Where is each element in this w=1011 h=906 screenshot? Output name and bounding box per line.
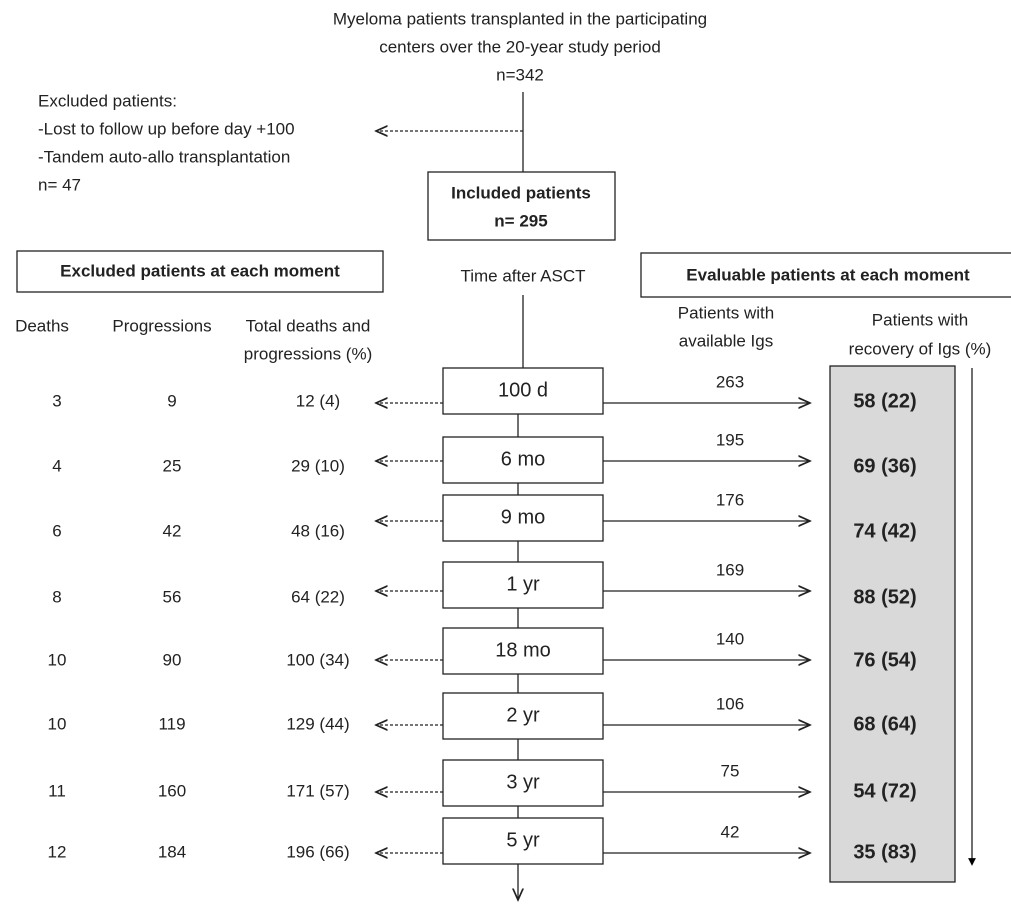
time-box (442, 759, 604, 807)
available: 42 (721, 822, 740, 841)
progressions: 42 (163, 521, 182, 540)
progressions: 160 (158, 781, 186, 800)
time-label: 9 mo (501, 506, 545, 528)
left-header: Excluded patients at each moment (60, 261, 340, 280)
available: 75 (721, 761, 740, 780)
time-label: 18 mo (495, 639, 551, 661)
time-box (442, 817, 604, 865)
recovery: 35 (83) (853, 841, 916, 863)
deaths: 3 (52, 391, 61, 410)
right-header: Evaluable patients at each moment (686, 265, 970, 284)
time-box (442, 692, 604, 740)
available: 195 (716, 430, 744, 449)
time-box (442, 367, 604, 415)
column-header: Deaths (15, 316, 69, 335)
excluded-text: n= 47 (38, 175, 81, 194)
column-header: Progressions (112, 316, 211, 335)
column-header: Patients with (678, 303, 774, 322)
time-label: 5 yr (506, 829, 540, 851)
progressions: 90 (163, 650, 182, 669)
excluded-text: -Tandem auto-allo transplantation (38, 147, 290, 166)
progressions: 184 (158, 842, 186, 861)
deaths: 10 (48, 650, 67, 669)
deaths: 8 (52, 587, 61, 606)
progressions: 9 (167, 391, 176, 410)
time-label: 3 yr (506, 771, 540, 793)
time-label: Time after ASCT (460, 266, 585, 285)
total: 196 (66) (286, 842, 349, 861)
excluded-text: -Lost to follow up before day +100 (38, 119, 295, 138)
available: 140 (716, 629, 744, 648)
left-header-box (16, 250, 384, 293)
included-box (427, 171, 616, 241)
total: 48 (16) (291, 521, 345, 540)
available: 169 (716, 560, 744, 579)
available: 106 (716, 694, 744, 713)
rows: 100 d 3 9 12 (4) 263 58 (22) 6 mo 4 25 29 (10) 195… (48, 367, 917, 865)
top-text: n=342 (496, 65, 544, 84)
deaths: 12 (48, 842, 67, 861)
total: 64 (22) (291, 587, 345, 606)
deaths: 10 (48, 714, 67, 733)
available: 263 (716, 372, 744, 391)
total: 100 (34) (286, 650, 349, 669)
recovery: 88 (52) (853, 586, 916, 608)
time-label: 2 yr (506, 704, 540, 726)
recovery: 54 (72) (853, 780, 916, 802)
highlight-column (829, 365, 956, 883)
time-label: 100 d (498, 379, 548, 401)
time-label: 1 yr (506, 573, 540, 595)
time-box (442, 561, 604, 609)
recovery: 76 (54) (853, 649, 916, 671)
column-header: recovery of Igs (%) (849, 339, 992, 358)
deaths: 6 (52, 521, 61, 540)
column-header: progressions (%) (244, 344, 373, 363)
deaths: 4 (52, 456, 61, 475)
included-text: n= 295 (494, 211, 547, 230)
time-label: 6 mo (501, 448, 545, 470)
recovery: 69 (36) (853, 455, 916, 477)
top-text: Myeloma patients transplanted in the par… (333, 9, 707, 28)
total: 171 (57) (286, 781, 349, 800)
recovery: 58 (22) (853, 390, 916, 412)
time-box (442, 436, 604, 484)
time-box (442, 494, 604, 542)
column-header: Total deaths and (246, 316, 371, 335)
recovery: 68 (64) (853, 713, 916, 735)
excluded-text: Excluded patients: (38, 91, 177, 110)
progressions: 119 (158, 714, 185, 733)
total: 12 (4) (296, 391, 340, 410)
total: 29 (10) (291, 456, 345, 475)
top-text: centers over the 20-year study period (379, 37, 661, 56)
column-header: Patients with (872, 310, 968, 329)
recovery: 74 (42) (853, 520, 916, 542)
included-text: Included patients (451, 183, 591, 202)
progressions: 25 (163, 456, 182, 475)
column-header: available Igs (679, 331, 774, 350)
time-box (442, 627, 604, 675)
total: 129 (44) (286, 714, 349, 733)
progressions: 56 (163, 587, 182, 606)
deaths: 11 (48, 781, 66, 800)
available: 176 (716, 490, 744, 509)
right-header-box (640, 252, 1011, 298)
